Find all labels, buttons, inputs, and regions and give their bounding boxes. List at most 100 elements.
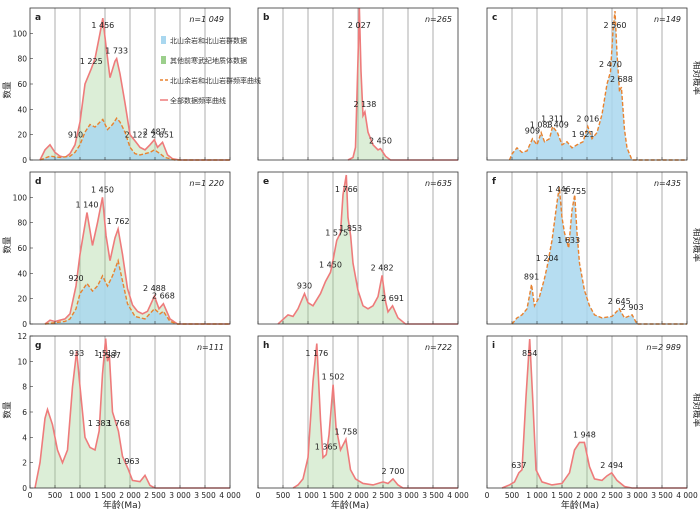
x-tick-label: 1 500 (94, 491, 116, 500)
panel-d: 0 20 40 60 80 100 d n=1 220 1 140 1 450 1 762 920 2 … (13, 171, 231, 329)
peak-label: 920 (68, 274, 83, 283)
series-all-curve (347, 7, 458, 161)
peak-label: 1 762 (107, 217, 130, 226)
peak-label: 933 (69, 349, 84, 358)
y-tick-label: 80 (17, 55, 27, 64)
left-axis-label-mid: 数量 (2, 236, 13, 254)
x-tick-label: 3 000 (626, 491, 648, 500)
y-tick-label: 0 (22, 484, 27, 493)
peak-label: 2 651 (151, 130, 174, 139)
panel-i: 0 500 1 000 1 500 2 000 2 500 3 000 3 500 4 000 i… (485, 335, 698, 500)
x-tick-label: 0 (256, 491, 261, 500)
y-tick-label: 100 (13, 193, 28, 202)
series-all-area (45, 197, 230, 324)
x-tick-label: 2 000 (119, 491, 141, 500)
series-beishan-curve (511, 187, 687, 325)
y-tick-label: 0 (22, 320, 27, 329)
y-tick-label: 8 (22, 383, 27, 392)
x-tick-label: 2 500 (372, 491, 394, 500)
sample-count: n=635 (425, 179, 452, 188)
peak-label: 1 225 (80, 57, 103, 66)
panel-letter: d (35, 177, 41, 187)
peak-label: 1 633 (557, 236, 580, 245)
legend-panel-a: 北山余岩和北山岩群数据 其他前寒武纪地质体数据 北山余岩和北山岩群频率曲线 全部… (160, 36, 261, 105)
panel-letter: b (263, 13, 270, 23)
series-beishan-curve (508, 10, 687, 161)
series-beishan-area (40, 118, 230, 160)
left-axis-label-top: 数量 (2, 81, 13, 99)
x-tick-label: 500 (276, 491, 291, 500)
legend-swatch-other-data (161, 56, 166, 64)
peak-label: 2 668 (152, 292, 175, 301)
y-tick-label: 60 (17, 244, 27, 253)
peak-label: 1 365 (315, 443, 338, 452)
series-beishan-area (509, 11, 687, 161)
y-tick-label: 80 (17, 219, 27, 228)
x-tick-label: 3 000 (169, 491, 191, 500)
series-all-area (35, 338, 230, 488)
x-tick-label: 2 000 (347, 491, 369, 500)
legend-item-0: 北山余岩和北山岩群数据 (170, 36, 247, 45)
peak-label: 1 083 (530, 121, 553, 130)
panel-letter: g (35, 341, 41, 351)
peak-label: 2 903 (621, 303, 644, 312)
peak-label: 1 502 (322, 373, 345, 382)
legend-swatch-beishan-data (161, 36, 166, 44)
sample-count: n=1 220 (189, 179, 224, 188)
peak-label: 1 446 (548, 185, 571, 194)
sample-count: n=722 (425, 343, 452, 352)
x-tick-label: 3 500 (651, 491, 673, 500)
y-tick-label: 20 (17, 131, 27, 140)
legend-item-3: 全部数据频率曲线 (170, 96, 226, 105)
x-tick-label: 2 500 (144, 491, 166, 500)
y-tick-label: 40 (17, 269, 27, 278)
x-tick-label: 4 000 (447, 491, 469, 500)
peak-label: 891 (524, 272, 539, 281)
series-all-area (502, 339, 687, 488)
peak-label: 1 140 (76, 201, 99, 210)
peak-label: 1 513 (94, 349, 117, 358)
peak-label: 1 383 (88, 419, 111, 428)
peak-label: 2 494 (600, 461, 623, 470)
peak-label: 1 450 (91, 185, 114, 194)
peak-label: 1 450 (319, 260, 342, 269)
peak-label: 2 487 (143, 128, 166, 137)
x-tick-label: 1 000 (526, 491, 548, 500)
y-tick-label: 20 (17, 295, 27, 304)
series-all-area (348, 8, 458, 160)
peak-label: 1 176 (305, 349, 328, 358)
series-beishan-area (45, 260, 230, 324)
y-tick-label: 100 (13, 29, 28, 38)
panel-letter: f (492, 177, 496, 187)
peak-label: 1 204 (536, 254, 559, 263)
left-axis-label-bottom: 数量 (2, 401, 13, 419)
peak-label: 1 921 (572, 130, 595, 139)
x-tick-label: 500 (48, 491, 63, 500)
peak-label: 2 122 (125, 130, 148, 139)
peak-label: 1 311 (541, 115, 564, 124)
sample-count: n=435 (654, 179, 681, 188)
x-tick-label: 3 000 (397, 491, 419, 500)
right-axis-label-bottom: 相对概率 (691, 393, 700, 428)
x-tick-label: 500 (505, 491, 520, 500)
peak-label: 1 755 (563, 187, 586, 196)
sample-count: n=1 049 (189, 15, 224, 24)
x-tick-label: 1 500 (551, 491, 573, 500)
x-axis-label-left: 年龄(Ma) (103, 499, 141, 511)
x-tick-label: 1 500 (322, 491, 344, 500)
panel-letter: a (35, 13, 41, 23)
panel-b: b n=265 2 027 2 138 2 450 (257, 7, 459, 161)
x-tick-label: 1 000 (69, 491, 91, 500)
peak-label: 2 691 (381, 294, 404, 303)
peak-label: 1 587 (98, 351, 121, 360)
x-axis-label-middle: 年龄(Ma) (331, 499, 369, 511)
x-tick-label: 2 000 (576, 491, 598, 500)
peak-label: 2 482 (371, 263, 394, 272)
sample-count: n=2 989 (646, 343, 681, 352)
x-tick-label: 4 000 (676, 491, 698, 500)
peak-label: 909 (525, 127, 540, 136)
